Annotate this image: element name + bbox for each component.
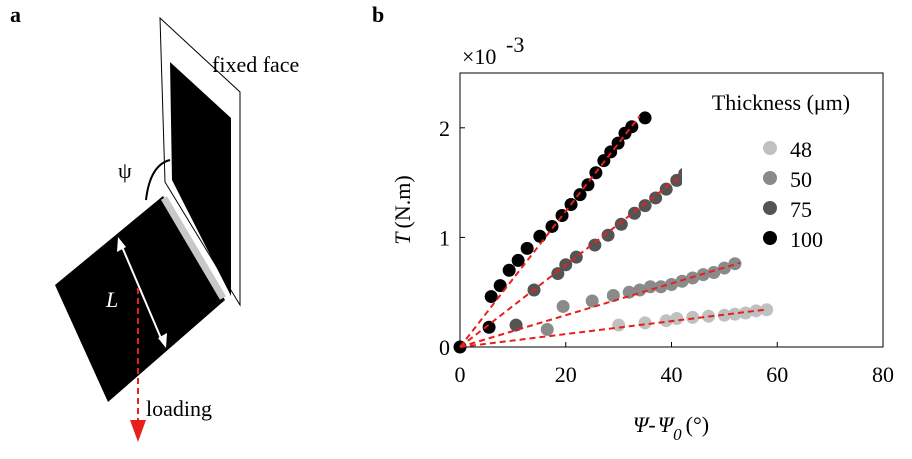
multiplier-exp: -3 (506, 32, 524, 57)
point (728, 307, 742, 321)
point (760, 303, 774, 317)
arrow-head (117, 237, 126, 252)
point (484, 290, 498, 304)
label: fixed face (212, 52, 299, 77)
multiplier: ×10 (462, 44, 496, 69)
hinge (160, 196, 227, 300)
label-part: (N.m) (390, 175, 415, 228)
label: ψ (118, 158, 132, 183)
point (659, 182, 673, 196)
point (493, 279, 507, 293)
legend-label: 75 (790, 197, 812, 222)
point (659, 314, 673, 328)
point (606, 288, 620, 302)
point (612, 318, 626, 332)
legend-marker (763, 171, 777, 185)
point (638, 316, 652, 330)
legend-title: Thickness (μm) (712, 90, 850, 115)
label-part: Ψ (633, 412, 651, 437)
x-tick-label: 60 (766, 362, 788, 387)
y-axis-label: T (N.m) (390, 175, 415, 244)
x-tick-label: 40 (661, 362, 683, 387)
point (717, 308, 731, 322)
x-tick-label: 80 (872, 362, 894, 387)
x-tick-label: 20 (555, 362, 577, 387)
point (686, 310, 700, 324)
fit-line (459, 261, 741, 348)
point (601, 228, 615, 242)
fixed-face (170, 62, 231, 296)
legend-label: 50 (790, 167, 812, 192)
y-tick-label: 1 (439, 225, 450, 250)
point (482, 320, 496, 334)
legend-label: 48 (790, 137, 812, 162)
x-tick-label: 0 (455, 362, 466, 387)
point (545, 219, 559, 233)
point (614, 217, 628, 231)
diagram: fixed face ψ L loading (55, 16, 299, 442)
label: L (105, 287, 118, 312)
point (707, 265, 721, 279)
label-part: 0 (673, 425, 682, 444)
y-tick-label: 2 (439, 116, 450, 141)
length-arrow (119, 241, 164, 344)
point (585, 294, 599, 308)
point (638, 199, 652, 213)
arrow-head (158, 333, 167, 348)
load-arrow (130, 420, 146, 442)
point (533, 229, 547, 243)
point (588, 238, 602, 252)
point (551, 267, 565, 281)
legend-marker (763, 201, 777, 215)
point (670, 312, 684, 326)
point (540, 322, 554, 336)
point (556, 299, 570, 313)
fit-line (459, 157, 704, 348)
label-part: T (390, 231, 415, 245)
label-part: Ψ (658, 412, 676, 437)
point (502, 263, 516, 277)
panel-label: b (372, 2, 384, 27)
point (511, 253, 525, 267)
legend-marker (763, 231, 777, 245)
legend-marker (763, 141, 777, 155)
point (638, 111, 652, 125)
point (739, 306, 753, 320)
point (665, 278, 678, 292)
label-part: (°) (686, 412, 709, 437)
label: loading (146, 396, 212, 421)
x-axis-label: Ψ-Ψ0 (°) (633, 412, 709, 444)
folding-plate (55, 196, 225, 402)
point (728, 257, 742, 271)
point (520, 241, 534, 255)
fit-line (459, 308, 767, 348)
point (654, 280, 668, 294)
legend-label: 100 (790, 227, 823, 252)
point (627, 206, 641, 220)
fit-line (459, 115, 641, 348)
y-tick-label: 0 (439, 335, 450, 360)
point (749, 304, 763, 318)
panel-label: a (10, 2, 21, 27)
point (573, 188, 587, 202)
label-part: - (648, 412, 655, 437)
point (622, 285, 636, 299)
point (649, 191, 663, 205)
angle-arc (145, 159, 171, 201)
legend-bg (682, 86, 880, 252)
